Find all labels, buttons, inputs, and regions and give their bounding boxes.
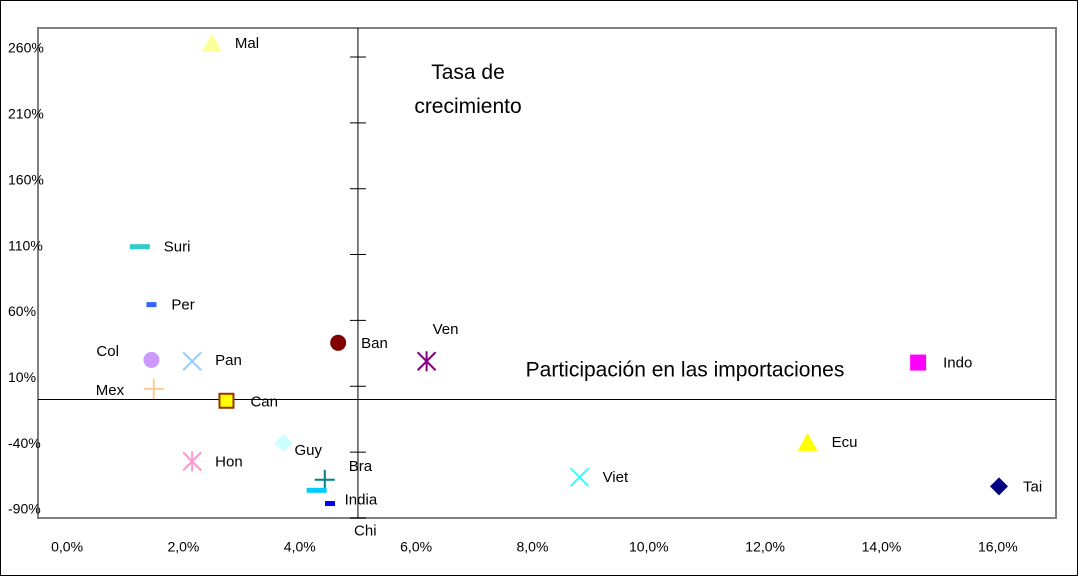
marker-shape	[989, 477, 1008, 496]
point-label: Suri	[164, 239, 191, 256]
marker-shape	[325, 501, 336, 507]
marker-shape	[797, 432, 818, 451]
x-tick-label: 8,0%	[516, 539, 548, 555]
point-label: Tai	[1023, 478, 1042, 495]
marker-shape	[330, 334, 347, 351]
marker-shape	[274, 433, 293, 452]
point-label: Hon	[215, 453, 243, 470]
y-tick-label: 160%	[8, 171, 44, 187]
marker-shape	[910, 354, 927, 371]
point-label: Ecu	[832, 434, 858, 451]
point-label: Col	[96, 343, 119, 360]
y-tick-label: 110%	[8, 237, 43, 253]
x-tick-label: 4,0%	[284, 539, 316, 555]
point	[182, 351, 202, 371]
point	[330, 334, 347, 351]
marker-shape	[569, 467, 590, 487]
x-tick-label: 14,0%	[862, 539, 902, 555]
point	[989, 477, 1008, 496]
y-tick-label: -90%	[8, 501, 41, 517]
point-label: Indo	[943, 355, 972, 372]
x-tick-label: 2,0%	[167, 539, 199, 555]
point	[314, 469, 335, 490]
annotation: Tasa de crecimiento	[414, 61, 521, 118]
point-label: Mal	[235, 35, 259, 52]
marker-shape	[306, 487, 327, 493]
point-label: Can	[250, 394, 278, 411]
point-label: Per	[171, 297, 194, 314]
marker-shape	[182, 351, 202, 371]
marker-shape	[143, 351, 160, 368]
point	[274, 433, 293, 452]
x-tick-label: 0,0%	[51, 539, 83, 555]
point	[910, 354, 927, 371]
point-label: India	[345, 491, 378, 508]
point	[143, 378, 164, 399]
point	[218, 392, 235, 409]
marker-shape	[146, 302, 157, 308]
point	[797, 432, 818, 451]
y-tick-label: 260%	[8, 40, 44, 56]
point	[569, 467, 590, 487]
point-label: Chi	[354, 522, 377, 539]
point-label: Mex	[96, 382, 125, 399]
point-label: Viet	[603, 469, 629, 486]
x-tick-label: 12,0%	[745, 539, 785, 555]
x-tick-label: 6,0%	[400, 539, 432, 555]
point	[143, 351, 160, 368]
point-label: Bra	[349, 458, 373, 475]
x-tick-label: 16,0%	[978, 539, 1018, 555]
marker-shape	[129, 244, 150, 250]
annotation: Participación en las importaciones	[526, 359, 845, 382]
y-tick-label: -40%	[8, 435, 41, 451]
point	[201, 33, 222, 52]
y-tick-label: 210%	[8, 106, 44, 122]
point-label: Pan	[215, 352, 242, 369]
y-tick-label: 60%	[8, 303, 36, 319]
point-label: Guy	[294, 442, 322, 459]
marker-shape	[201, 33, 222, 52]
point-label: Ven	[433, 321, 459, 338]
point	[306, 487, 327, 493]
point	[416, 351, 437, 372]
point	[325, 501, 336, 507]
point-label: Ban	[361, 335, 388, 352]
point	[182, 451, 202, 472]
marker-shape	[218, 392, 235, 409]
x-tick-label: 10,0%	[629, 539, 669, 555]
point	[146, 302, 157, 308]
y-tick-label: 10%	[8, 369, 36, 385]
plot-area	[37, 27, 1057, 519]
point	[129, 244, 150, 250]
